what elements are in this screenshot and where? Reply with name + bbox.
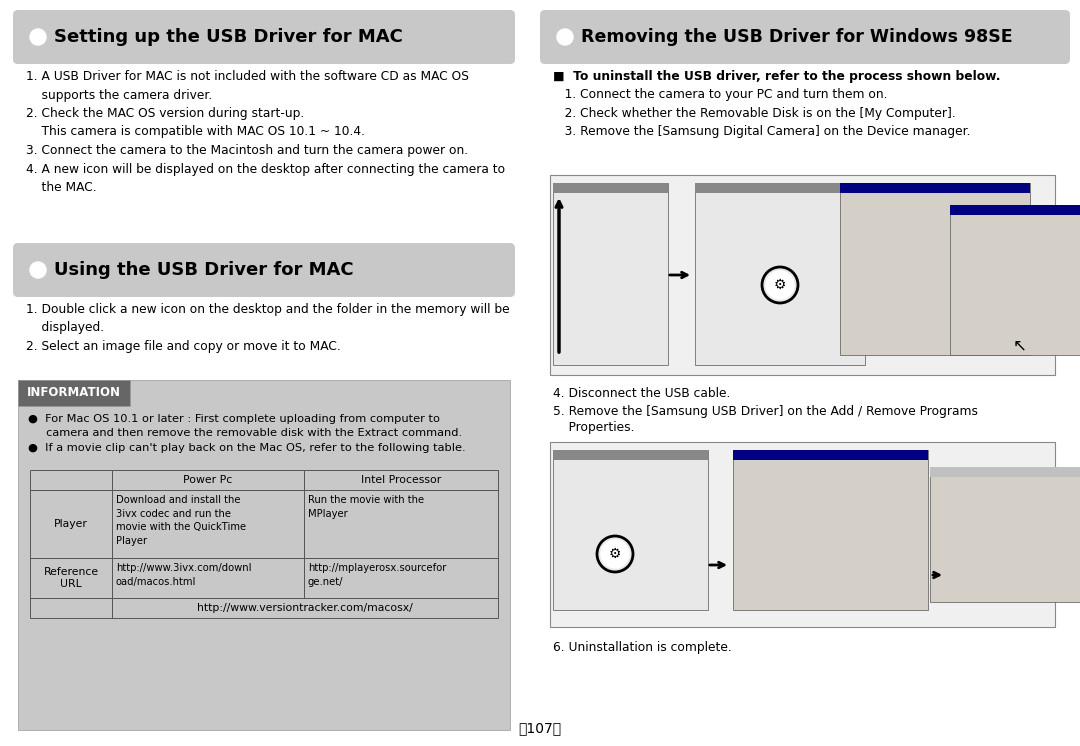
Text: Properties.: Properties. (553, 421, 635, 434)
Circle shape (766, 271, 794, 299)
FancyBboxPatch shape (540, 10, 1070, 64)
Circle shape (30, 262, 46, 278)
Bar (696, 183, 865, 365)
Bar (553, 450, 708, 610)
Bar (112, 470, 303, 490)
Text: 6. Uninstallation is complete.: 6. Uninstallation is complete. (553, 641, 732, 654)
Bar (696, 183, 865, 193)
Text: 1. Connect the camera to your PC and turn them on.
   2. Check whether the Remov: 1. Connect the camera to your PC and tur… (553, 88, 971, 138)
Bar (550, 442, 1055, 627)
Text: ↖: ↖ (1013, 336, 1027, 354)
Bar (30, 558, 112, 598)
Text: ⚙: ⚙ (609, 547, 621, 561)
Bar (553, 450, 708, 460)
Bar (18, 380, 130, 406)
Bar (950, 205, 1080, 355)
Bar (733, 450, 928, 460)
Text: ⚙: ⚙ (773, 278, 786, 292)
Bar (18, 380, 510, 730)
Bar (840, 183, 1030, 193)
Bar (550, 175, 1055, 375)
Circle shape (30, 29, 46, 45)
Text: 1. A USB Driver for MAC is not included with the software CD as MAC OS
    suppo: 1. A USB Driver for MAC is not included … (26, 70, 505, 194)
Text: ●  For Mac OS 10.1 or later : First complete uploading from computer to
     cam: ● For Mac OS 10.1 or later : First compl… (28, 414, 465, 453)
Bar (733, 450, 928, 610)
Bar (303, 558, 498, 598)
Bar (30, 598, 112, 618)
Text: Reference
URL: Reference URL (43, 567, 98, 589)
Bar (112, 558, 303, 598)
Text: Intel Processor: Intel Processor (361, 475, 441, 485)
Bar (112, 598, 498, 618)
Text: INFORMATION: INFORMATION (27, 386, 121, 400)
Bar (112, 490, 303, 558)
Circle shape (600, 540, 629, 568)
Text: 1. Double click a new icon on the desktop and the folder in the memory will be
 : 1. Double click a new icon on the deskto… (26, 303, 510, 353)
Text: 4. Disconnect the USB cable.: 4. Disconnect the USB cable. (553, 387, 730, 400)
Text: http://mplayerosx.sourcefor
ge.net/: http://mplayerosx.sourcefor ge.net/ (308, 563, 446, 586)
Text: Setting up the USB Driver for MAC: Setting up the USB Driver for MAC (54, 28, 403, 46)
Bar (840, 183, 1030, 355)
Bar (303, 490, 498, 558)
Text: Run the movie with the
MPlayer: Run the movie with the MPlayer (308, 495, 424, 518)
Text: ■  To uninstall the USB driver, refer to the process shown below.: ■ To uninstall the USB driver, refer to … (553, 70, 1000, 83)
Bar (930, 467, 1080, 602)
Bar (950, 205, 1080, 215)
Bar (553, 183, 669, 365)
Text: Power Pc: Power Pc (184, 475, 232, 485)
Text: Removing the USB Driver for Windows 98SE: Removing the USB Driver for Windows 98SE (581, 28, 1013, 46)
Bar (30, 470, 112, 490)
Bar (553, 183, 669, 193)
Text: Using the USB Driver for MAC: Using the USB Driver for MAC (54, 261, 353, 279)
Text: http://www.3ivx.com/downl
oad/macos.html: http://www.3ivx.com/downl oad/macos.html (116, 563, 252, 586)
Text: Player: Player (54, 519, 87, 529)
Text: 5. Remove the [Samsung USB Driver] on the Add / Remove Programs: 5. Remove the [Samsung USB Driver] on th… (553, 405, 978, 418)
Text: Download and install the
3ivx codec and run the
movie with the QuickTime
Player: Download and install the 3ivx codec and … (116, 495, 246, 546)
FancyBboxPatch shape (13, 243, 515, 297)
Bar (930, 467, 1080, 477)
Circle shape (557, 29, 573, 45)
Bar (303, 470, 498, 490)
Text: 《107》: 《107》 (518, 721, 562, 735)
Text: http://www.versiontracker.com/macosx/: http://www.versiontracker.com/macosx/ (197, 603, 413, 613)
FancyBboxPatch shape (13, 10, 515, 64)
Bar (30, 490, 112, 558)
